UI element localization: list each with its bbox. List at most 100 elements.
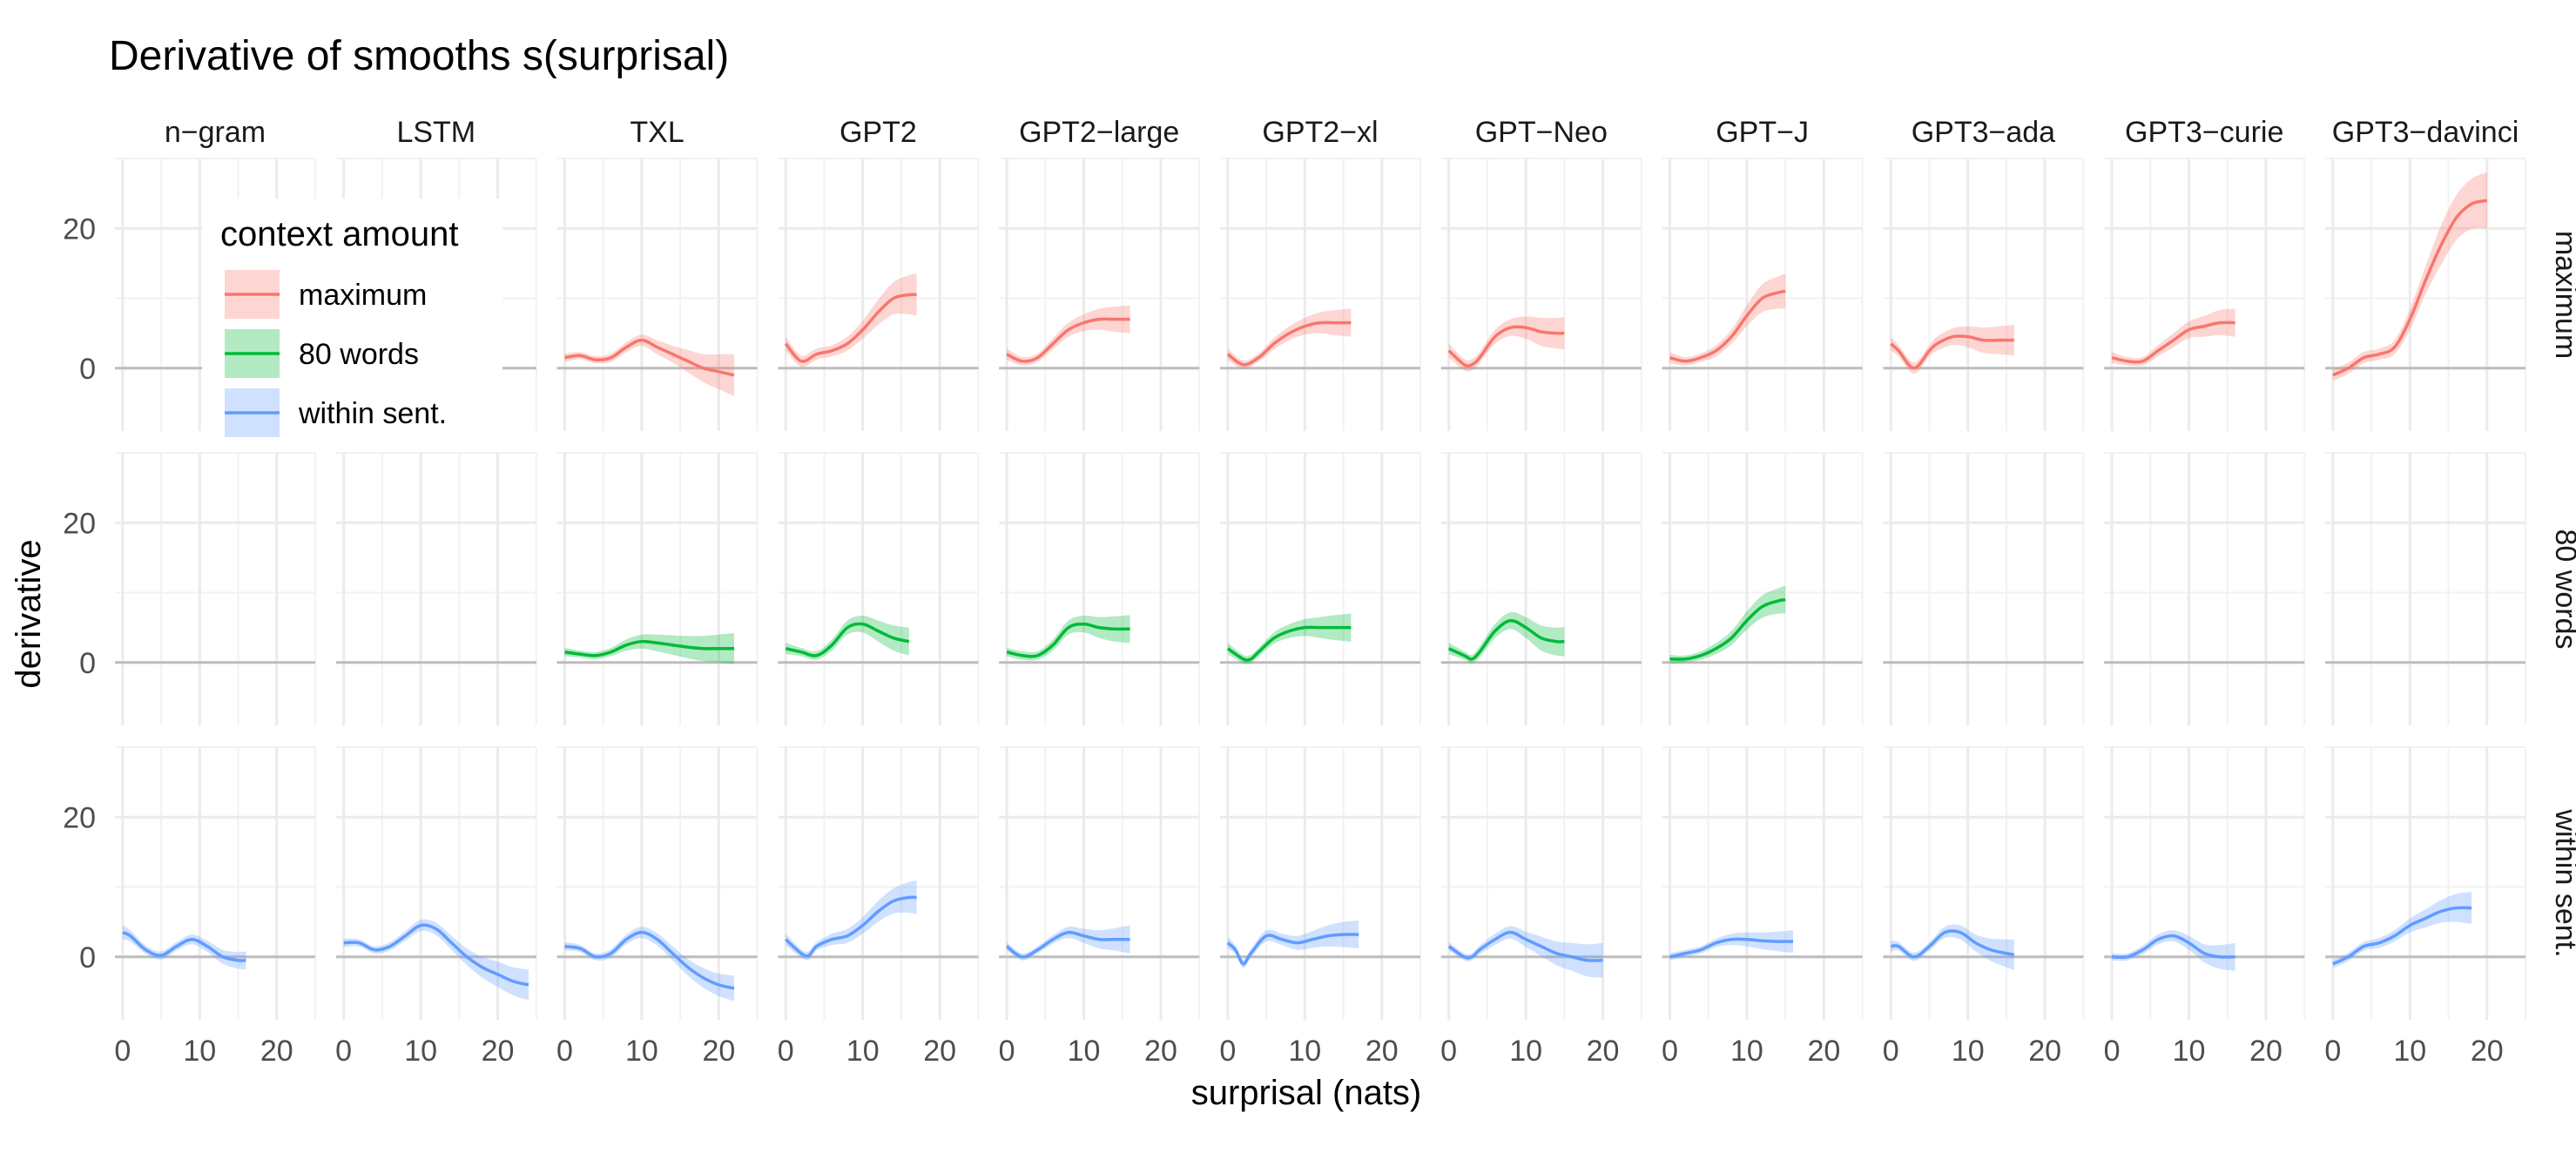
ci-band [1227, 308, 1352, 369]
series-line [2111, 320, 2235, 364]
panel-maximum-gpt2-large [999, 158, 1201, 431]
x-tick-label: 0 [999, 1035, 1015, 1068]
panel-within-sent-txl: 0 10 20 [556, 746, 759, 1068]
panel-within-sent-gpt3-davinci: 0 10 20 [2324, 746, 2526, 1068]
panel-80-words-gpt3-ada [1883, 452, 2085, 725]
x-tick-label: 10 [2393, 1035, 2426, 1068]
panel-maximum-txl [556, 158, 759, 431]
x-tick-label: 20 [2028, 1035, 2061, 1068]
legend-entry-label: maximum [299, 279, 427, 312]
x-tick-label: 0 [778, 1035, 794, 1068]
row-strip-label: within sent. [2549, 808, 2576, 957]
ci-band [786, 880, 917, 961]
ci-band [2112, 930, 2235, 971]
x-tick-label: 0 [1440, 1035, 1457, 1068]
column-strip-label: GPT−Neo [1475, 116, 1608, 149]
ci-band [1227, 613, 1352, 664]
series-line [343, 923, 529, 987]
ci-band [1007, 925, 1130, 961]
x-tick-label: 0 [335, 1035, 352, 1068]
x-tick-label: 10 [1509, 1035, 1542, 1068]
series-line [1891, 929, 2015, 959]
column-strip-label: GPT2 [840, 116, 917, 149]
series-line [122, 931, 246, 962]
panel-80-words-gpt3-curie [2104, 452, 2306, 725]
x-tick-label: 20 [2471, 1035, 2504, 1068]
legend: context amount maximum 80 words within sent… [202, 199, 502, 451]
panel-80-words-n-gram: 0 20 [63, 452, 316, 725]
series-line [785, 895, 917, 958]
y-tick-label: 20 [63, 507, 96, 540]
column-strip-label: GPT2−xl [1262, 116, 1378, 149]
x-tick-label: 20 [702, 1035, 735, 1068]
panel-80-words-gpt2-xl [1220, 452, 1421, 725]
column-strip-label: GPT3−davinci [2332, 116, 2519, 149]
x-tick-label: 10 [2173, 1035, 2206, 1068]
panel-within-sent-gpt2-xl: 0 10 20 [1219, 746, 1421, 1068]
x-tick-label: 20 [260, 1035, 293, 1068]
y-tick-label: 0 [79, 353, 96, 386]
ci-band [1227, 920, 1359, 968]
chart-title: Derivative of smooths s(surprisal) [109, 33, 729, 79]
x-tick-label: 20 [1807, 1035, 1840, 1068]
panel-80-words-txl [556, 452, 759, 725]
series-line [1447, 930, 1603, 962]
series-line [564, 338, 735, 377]
x-tick-label: 10 [1952, 1035, 1985, 1068]
panel-maximum-gpt2-xl [1220, 158, 1421, 431]
ci-band [1007, 305, 1130, 366]
ci-band [564, 927, 735, 1001]
x-tick-label: 10 [625, 1035, 658, 1068]
panel-within-sent-gpt-neo: 0 10 20 [1440, 746, 1642, 1068]
x-tick-label: 20 [1587, 1035, 1620, 1068]
row-strip-label: 80 words [2549, 529, 2576, 650]
ci-band [786, 616, 909, 660]
series-line [1890, 334, 2014, 370]
series-line [2332, 199, 2488, 377]
column-strip-label: LSTM [396, 116, 475, 149]
legend-background [202, 199, 502, 451]
x-tick-label: 10 [1288, 1035, 1321, 1068]
x-tick-label: 20 [1144, 1035, 1177, 1068]
panel-maximum-gpt3-davinci [2325, 158, 2526, 431]
series-line [2111, 934, 2235, 960]
series-line [1226, 933, 1359, 966]
ci-band [1448, 926, 1603, 978]
panel-maximum-gpt3-ada [1883, 158, 2085, 431]
x-tick-label: 0 [2324, 1035, 2341, 1068]
panel-within-sent-gpt3-curie: 0 10 20 [2104, 746, 2306, 1068]
panel-80-words-gpt-j [1662, 452, 1864, 725]
column-strip-label: GPT3−ada [1912, 116, 2055, 149]
column-strip-label: n−gram [165, 116, 266, 149]
legend-entry-label: 80 words [299, 338, 419, 371]
series-line [1006, 317, 1130, 363]
column-strip-label: GPT3−curie [2125, 116, 2283, 149]
y-tick-label: 0 [79, 941, 96, 974]
series-line [1447, 325, 1565, 368]
x-tick-label: 10 [1068, 1035, 1101, 1068]
ci-band [1891, 924, 2014, 971]
panel-80-words-lstm [335, 452, 537, 725]
ci-band [1669, 273, 1786, 366]
y-axis-title: derivative [10, 539, 48, 688]
series-line [1226, 625, 1352, 662]
x-tick-label: 0 [1219, 1035, 1236, 1068]
x-tick-label: 20 [1366, 1035, 1399, 1068]
panel-within-sent-gpt-j: 0 10 20 [1662, 746, 1864, 1068]
series-line [564, 639, 735, 657]
panel-within-sent-gpt2: 0 10 20 [778, 746, 980, 1068]
ci-band [2332, 172, 2487, 381]
x-tick-label: 20 [2249, 1035, 2283, 1068]
y-tick-label: 20 [63, 212, 96, 246]
series-line [1006, 622, 1130, 658]
x-tick-label: 0 [1883, 1035, 1899, 1068]
x-tick-label: 20 [482, 1035, 515, 1068]
x-tick-label: 20 [923, 1035, 956, 1068]
panel-80-words-gpt2-large [999, 452, 1201, 725]
panel-maximum-gpt-neo [1440, 158, 1642, 431]
ci-band [1007, 615, 1130, 661]
legend-title: context amount [220, 215, 459, 253]
panel-80-words-gpt-neo [1440, 452, 1642, 725]
x-tick-label: 10 [1730, 1035, 1763, 1068]
